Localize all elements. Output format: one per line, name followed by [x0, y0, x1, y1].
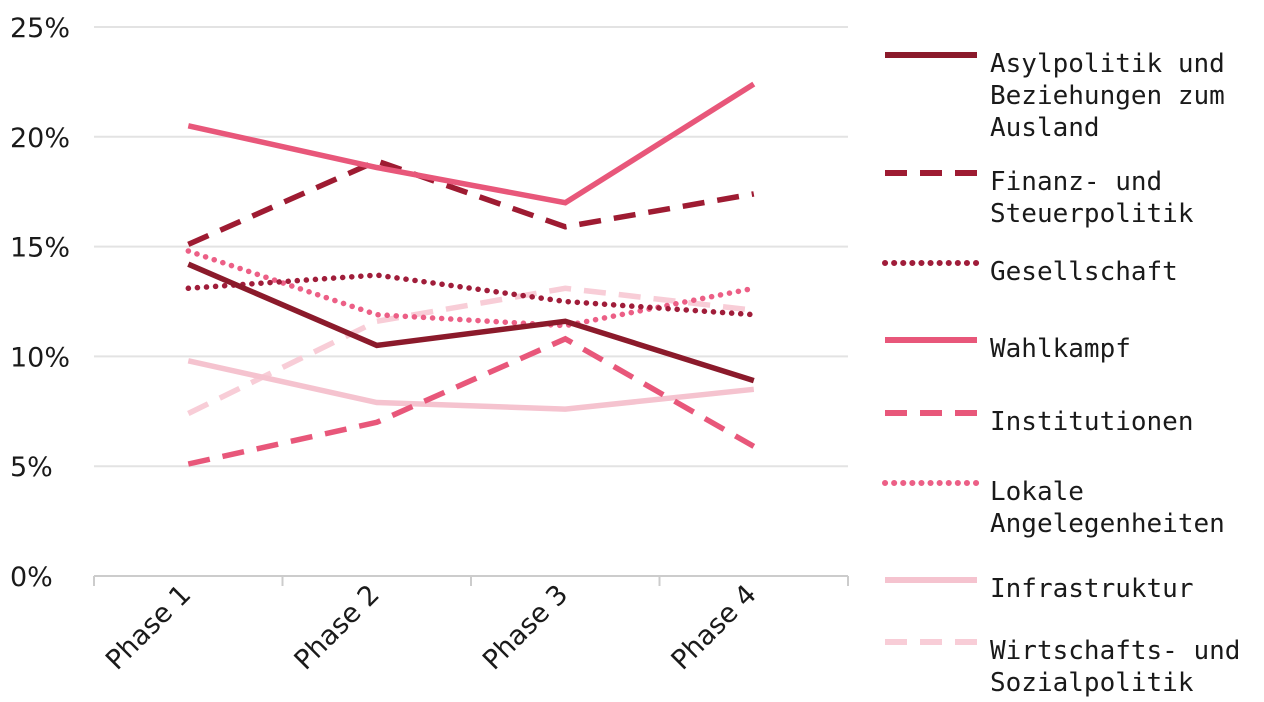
series-lines — [185, 81, 757, 467]
series-line — [187, 158, 755, 247]
legend-label: Sozialpolitik — [990, 668, 1194, 698]
legend-label: Finanz- und — [990, 167, 1162, 197]
legend-label: Ausland — [990, 113, 1100, 143]
legend-label: Wahlkampf — [990, 334, 1131, 364]
series-line — [185, 272, 757, 318]
grid-lines — [94, 26, 848, 468]
series-line — [187, 261, 755, 384]
legend-label: Wirtschafts- und — [990, 636, 1240, 666]
legend-label: Gesellschaft — [990, 257, 1178, 287]
legend-label: Steuerpolitik — [990, 199, 1194, 229]
legend-label: Infrastruktur — [990, 574, 1194, 604]
legend-label: Beziehungen zum — [990, 81, 1225, 111]
x-axis-tick-labels: Phase 1 Phase 2 Phase 3 Phase 4 — [100, 579, 763, 676]
y-tick-label: 0% — [10, 562, 53, 593]
x-tick-label: Phase 2 — [289, 579, 386, 676]
y-tick-label: 20% — [10, 123, 70, 154]
series-line — [187, 81, 756, 206]
y-tick-label: 25% — [10, 13, 70, 44]
legend-label: Institutionen — [990, 407, 1194, 437]
legend-label: Angelegenheiten — [990, 509, 1225, 539]
y-tick-label: 5% — [10, 452, 53, 483]
y-tick-label: 10% — [10, 342, 70, 373]
x-tick-label: Phase 4 — [666, 579, 763, 676]
legend-label: Lokale — [990, 477, 1084, 507]
x-tick-label: Phase 3 — [477, 579, 574, 676]
y-axis-tick-labels: 0% 5% 10% 15% 20% 25% — [10, 13, 70, 593]
x-axis — [93, 575, 849, 586]
series-line — [187, 285, 755, 416]
series-line — [187, 358, 755, 412]
series-line — [187, 335, 756, 467]
legend-label: Asylpolitik und — [990, 49, 1225, 79]
y-tick-label: 15% — [10, 233, 70, 264]
x-tick-label: Phase 1 — [100, 579, 197, 676]
